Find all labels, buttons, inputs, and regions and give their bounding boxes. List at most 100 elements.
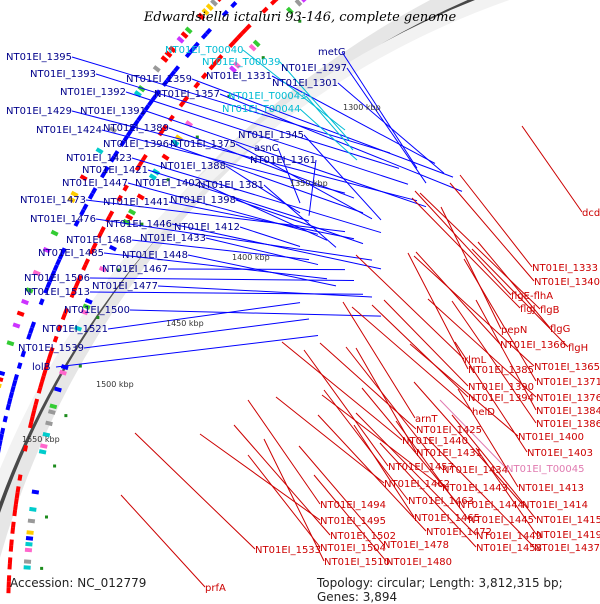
leader-line [304,350,388,466]
right-gene-label: NT01EI_1458 [476,543,542,554]
leader-line [56,336,318,368]
cog-band-mark [24,559,31,563]
cog-band-mark [177,36,185,44]
leader-line [158,286,372,297]
reverse-gene-mark [13,374,19,381]
cog-band-mark [0,382,2,388]
tick-mark [53,465,56,468]
tick-label: 1400 kbp [232,253,270,262]
right-gene-label: NT01EI_1394 [468,393,534,404]
trna-gene-label: NT01EI_T00043 [228,91,307,102]
tick-label: 1450 kbp [166,319,204,328]
cog-band-mark [85,298,93,304]
cog-band-mark [128,209,136,216]
cog-band-mark [0,376,3,382]
reverse-gene-mark [53,264,59,271]
leader-line [168,269,345,270]
reverse-gene-mark [12,380,17,387]
cog-band-mark [161,55,169,63]
leader-line [240,227,300,247]
right-gene-label: NT01EI_1504 [320,543,386,554]
leader-line [299,446,383,544]
left-gene-label: NT01EI_1476 [30,214,96,225]
reverse-gene-mark [10,386,15,393]
right-gene-label: NT01EI_1403 [527,448,593,459]
right-gene-label: NT01EI_1444 [458,500,524,511]
left-gene-label: NT01EI_1393 [30,69,96,80]
left-gene-label: NT01EI_1297 [281,63,347,74]
cog-band-mark [0,370,5,376]
leader-line [347,68,426,183]
right-gene-label: flgG [550,324,570,335]
left-gene-label: lolB [32,362,51,373]
cog-band-mark [24,565,31,569]
right-gene-label: prfA [205,583,226,594]
right-gene-label: arnT [415,414,438,425]
map-title: Edwardsiella ictaluri 93-146, complete g… [0,10,600,25]
cog-band-mark [26,536,33,541]
forward-gene-mark [10,528,15,534]
reverse-gene-mark [0,440,3,447]
forward-gene-mark [53,336,59,343]
tick-mark [64,414,67,417]
tick-mark [79,365,82,368]
tick-label: 1550 kbp [22,435,60,444]
reverse-gene-mark [0,446,1,453]
leader-line [522,126,582,212]
left-gene-label: NT01EI_1375 [170,139,236,150]
left-gene-label: NT01EI_1513 [24,287,90,298]
left-gene-label: NT01EI_1441 [103,197,169,208]
right-gene-label: NT01EI_1462 [384,479,450,490]
left-gene-label: NT01EI_1433 [140,233,206,244]
forward-gene-mark [8,563,12,569]
right-gene-label: NT01EI_1434 [442,465,508,476]
right-gene-label: NT01EI_1443 [442,483,508,494]
left-gene-label: NT01EI_1429 [6,106,72,117]
cog-band-mark [32,490,40,495]
cog-band-mark [295,0,303,7]
left-gene-label: metG [318,47,346,58]
cog-band-mark [51,230,59,237]
leader-line [248,400,320,504]
tick-mark [96,316,99,319]
leader-line [130,310,381,316]
left-gene-label: NT01EI_1381 [198,180,264,191]
leader-line [318,415,426,531]
accession-label: Accession: NC_012779 [10,576,146,590]
left-gene-label: NT01EI_1521 [42,324,108,335]
forward-gene-mark [193,82,200,89]
left-gene-label: NT01EI_1448 [122,250,188,261]
left-gene-label: NT01EI_1421 [82,165,148,176]
left-gene-label: NT01EI_1359 [126,74,192,85]
right-gene-label: pepN [501,325,527,336]
cog-band-mark [29,507,36,512]
left-gene-label: NT01EI_1391 [80,106,146,117]
leader-line [415,191,511,295]
left-gene-label: NT01EI_1389 [103,123,169,134]
leader-line [272,76,435,163]
right-gene-label: flgJ [520,304,536,315]
right-gene-label: NT01EI_1425 [416,425,482,436]
cog-band-mark [181,31,189,39]
leader-line [96,74,399,168]
right-gene-label: NT01EI_1413 [518,483,584,494]
leader-line [234,425,330,535]
right-gene-label: NT01EI_1384 [536,406,600,417]
reverse-gene-mark [17,362,23,369]
cog-band-mark [39,449,47,454]
right-gene-label: NT01EI_1376 [536,393,600,404]
reverse-gene-mark [39,298,45,305]
cog-band-mark [28,519,35,524]
left-gene-label: NT01EI_1331 [206,71,272,82]
right-gene-label: NT01EI_1371 [536,377,600,388]
cog-band-mark [25,548,32,553]
left-gene-label: NT01EI_1395 [6,52,72,63]
forward-gene-mark [14,498,19,504]
right-gene-label: dcd [582,208,600,219]
right-gene-label: NT01EI_1390 [468,382,534,393]
leader-line [108,303,300,329]
right-gene-label: NT01EI_1366 [500,340,566,351]
cog-band-mark [210,0,218,7]
forward-gene-mark [12,510,17,516]
right-gene-label: NT01EI_1437 [534,543,600,554]
